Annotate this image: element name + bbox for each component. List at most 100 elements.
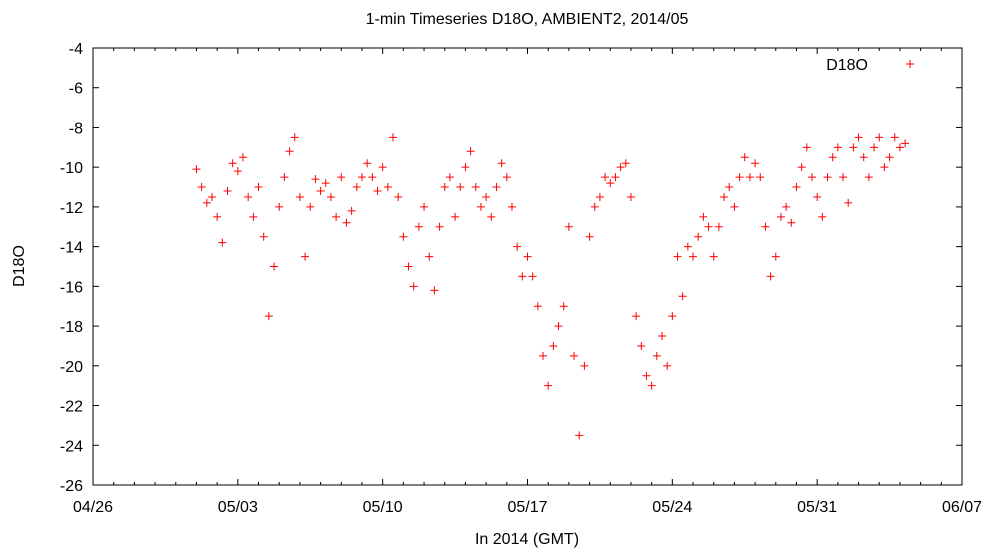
data-point [740,153,749,162]
data-point [901,139,910,148]
data-point [797,163,806,172]
data-point [213,212,222,221]
data-point [192,165,201,174]
data-point [414,222,423,231]
data-point [611,173,620,182]
data-point [807,173,816,182]
x-tick-label: 05/10 [363,499,403,516]
data-point [683,242,692,251]
data-point [864,173,873,182]
data-point [564,222,573,231]
data-point [823,173,832,182]
data-point [326,192,335,201]
data-point [570,351,579,360]
data-point [440,183,449,192]
data-point [792,183,801,192]
legend-marker-symbol [906,60,914,68]
data-point [657,332,666,341]
legend-marker-d18o [906,60,914,68]
data-point [725,183,734,192]
x-axis-label: In 2014 (GMT) [475,531,579,548]
data-point [533,302,542,311]
data-point [730,202,739,211]
data-point [694,232,703,241]
data-point [399,232,408,241]
data-point [492,183,501,192]
data-point [254,183,263,192]
data-point [363,159,372,168]
data-point [761,222,770,231]
data-point [689,252,698,261]
y-tick-label: -14 [60,240,83,257]
data-point [228,159,237,168]
data-point [771,252,780,261]
data-point [559,302,568,311]
x-tick-label: 05/03 [218,499,258,516]
data-point [518,272,527,281]
data-point [523,252,532,261]
data-point [223,187,232,196]
y-tick-label: -4 [69,41,83,58]
data-point [828,153,837,162]
data-point [471,183,480,192]
data-point [197,183,206,192]
data-point [383,183,392,192]
data-point [673,252,682,261]
data-point [389,133,398,142]
data-point [316,187,325,196]
data-point [735,173,744,182]
data-point [647,381,656,390]
data-point [244,192,253,201]
data-point [461,163,470,172]
data-point [321,179,330,188]
data-point [373,187,382,196]
data-point [513,242,522,251]
data-point [709,252,718,261]
data-point [476,202,485,211]
data-point [487,212,496,221]
y-tick-label: -26 [60,478,83,495]
data-point [606,179,615,188]
data-point [347,206,356,215]
data-point [357,173,366,182]
data-point [207,192,216,201]
x-tick-label: 05/31 [797,499,837,516]
data-point [621,159,630,168]
data-point [451,212,460,221]
data-point [776,212,785,221]
data-point [802,143,811,152]
x-tick-label: 06/07 [942,499,982,516]
data-point [539,351,548,360]
data-point [306,202,315,211]
data-point [482,192,491,201]
data-point [337,173,346,182]
data-point [507,202,516,211]
data-point [720,192,729,201]
data-point [295,192,304,201]
data-point [239,153,248,162]
data-point [280,173,289,182]
data-point [870,143,879,152]
data-point [890,133,899,142]
data-point [590,202,599,211]
data-point [285,147,294,156]
legend: D18O [826,57,914,74]
data-point [352,183,361,192]
data-point [378,163,387,172]
data-point [813,192,822,201]
y-tick-label: -12 [60,200,83,217]
data-point [430,286,439,295]
data-point [270,262,279,271]
data-point [332,212,341,221]
data-point [301,252,310,261]
legend-label-d18o: D18O [826,57,868,74]
y-axis-label: D18O [11,245,28,287]
y-tick-label: -16 [60,279,83,296]
data-point [445,173,454,182]
data-point [554,322,563,331]
data-point [895,143,904,152]
data-point [833,143,842,152]
data-point [575,431,584,440]
y-tick-label: -18 [60,319,83,336]
